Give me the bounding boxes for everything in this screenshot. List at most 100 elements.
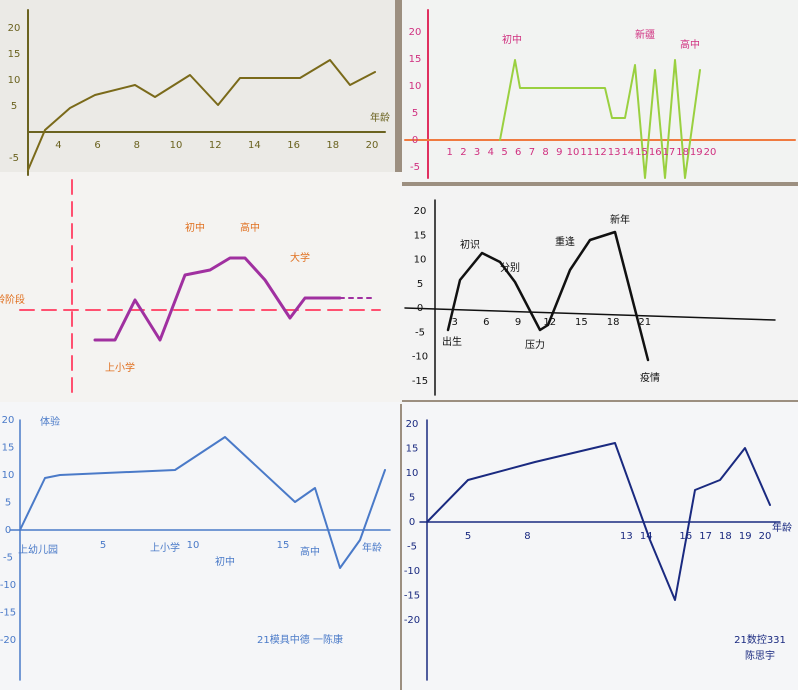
- y-tick-label: 0: [417, 303, 423, 314]
- x-tick-label: 2: [460, 147, 466, 158]
- annotation: 年龄阶段: [0, 293, 25, 306]
- x-tick-label: 18: [719, 531, 732, 542]
- x-tick-label: 6: [515, 147, 521, 158]
- x-tick-label: 15: [277, 540, 290, 551]
- y-tick-label: 15: [2, 443, 15, 454]
- curve: [446, 230, 650, 362]
- x-tick-label: 12: [543, 317, 556, 328]
- x-tick-label: 10: [170, 140, 183, 151]
- x-tick-label: 6: [94, 140, 100, 151]
- x-tick-label: 1: [447, 147, 453, 158]
- annotation: 上小学: [150, 541, 180, 554]
- x-tick-label: 19: [739, 531, 752, 542]
- annotation: 大学: [290, 251, 310, 264]
- x-tick-label: 5: [501, 147, 507, 158]
- curve: [426, 442, 771, 601]
- curve: [499, 59, 701, 179]
- curve: [93, 256, 342, 342]
- x-tick-label: 9: [515, 317, 521, 328]
- y-tick-label: 15: [8, 49, 21, 60]
- y-tick-label: -10: [412, 352, 428, 363]
- annotation: 年龄: [362, 541, 382, 554]
- x-tick-label: 20: [704, 147, 717, 158]
- x-tick-label: 5: [100, 540, 106, 551]
- y-tick-label: 10: [414, 255, 427, 266]
- x-tick-label: 20: [366, 140, 379, 151]
- x-tick-label: 13: [620, 531, 633, 542]
- x-tick-label: 6: [483, 317, 489, 328]
- annotation: 年龄: [370, 111, 390, 124]
- x-tick-label: 16: [649, 147, 662, 158]
- y-tick-label: -5: [3, 553, 13, 564]
- y-tick-label: 0: [5, 525, 11, 536]
- annotation: 初中: [185, 221, 205, 234]
- x-tick-label: 5: [465, 531, 471, 542]
- x-tick-label: 14: [640, 531, 653, 542]
- annotation: 高中: [680, 38, 700, 51]
- annotation: 高中: [300, 545, 320, 558]
- x-tick-label: 10: [567, 147, 580, 158]
- x-tick-label: 3: [451, 317, 457, 328]
- y-tick-label: 20: [8, 23, 21, 34]
- curve: [27, 59, 376, 171]
- annotation: 上小学: [105, 361, 135, 374]
- y-tick-label: 5: [417, 279, 423, 290]
- annotation: 初中: [502, 33, 522, 46]
- annotation: 上幼儿园: [18, 543, 58, 556]
- y-tick-label: 20: [409, 27, 422, 38]
- y-tick-label: -15: [412, 376, 428, 387]
- annotation: 分别: [500, 262, 520, 274]
- annotation: 陈思宇: [745, 649, 775, 662]
- sheet: [400, 186, 798, 400]
- y-tick-label: 0: [412, 135, 418, 146]
- y-tick-label: -20: [0, 635, 16, 646]
- x-tick-label: 12: [594, 147, 607, 158]
- annotation: 新疆: [635, 28, 655, 41]
- y-tick-label: 10: [8, 75, 21, 86]
- x-tick-label: 8: [134, 140, 140, 151]
- x-tick-label: 16: [679, 531, 692, 542]
- annotation: 体验: [40, 415, 60, 428]
- x-tick-label: 14: [248, 140, 261, 151]
- sheet: [0, 402, 400, 690]
- x-tick-label: 18: [326, 140, 339, 151]
- annotation: 新年: [610, 213, 630, 226]
- x-tick-label: 4: [488, 147, 494, 158]
- y-tick-label: 0: [409, 517, 415, 528]
- y-tick-label: 10: [409, 81, 422, 92]
- annotation: 高中: [240, 221, 260, 234]
- x-tick-label: 11: [580, 147, 593, 158]
- annotation: 21模具中德 一陈康: [257, 633, 343, 646]
- x-tick-label: 8: [524, 531, 530, 542]
- x-tick-label: 18: [607, 317, 620, 328]
- annotation: 初识: [460, 238, 480, 251]
- x-tick-label: 20: [759, 531, 772, 542]
- annotation: 出生: [442, 335, 462, 348]
- x-tick-label: 13: [608, 147, 621, 158]
- x-tick-label: 19: [690, 147, 703, 158]
- x-tick-label: 7: [529, 147, 535, 158]
- y-tick-label: -15: [0, 608, 16, 619]
- y-tick-label: 5: [5, 498, 11, 509]
- x-tick-label: 12: [209, 140, 222, 151]
- y-tick-label: -10: [0, 580, 16, 591]
- y-tick-label: 15: [414, 230, 427, 241]
- x-tick-label: 16: [287, 140, 300, 151]
- x-tick-label: 21: [638, 317, 651, 328]
- x-tick-label: 14: [621, 147, 634, 158]
- x-tick-label: 4: [55, 140, 61, 151]
- y-tick-label: 20: [2, 415, 15, 426]
- sheet: [402, 0, 798, 182]
- sheet: [0, 172, 402, 404]
- annotation: 重逢: [555, 235, 575, 248]
- y-tick-label: -15: [404, 591, 420, 602]
- y-tick-label: -5: [407, 542, 417, 553]
- y-tick-label: -5: [410, 162, 420, 173]
- sheet: [0, 0, 395, 178]
- annotation: 21数控331: [734, 633, 786, 646]
- y-tick-label: 15: [409, 54, 422, 65]
- x-tick-label: 18: [676, 147, 689, 158]
- sheet: [402, 402, 798, 690]
- y-tick-label: 10: [2, 470, 15, 481]
